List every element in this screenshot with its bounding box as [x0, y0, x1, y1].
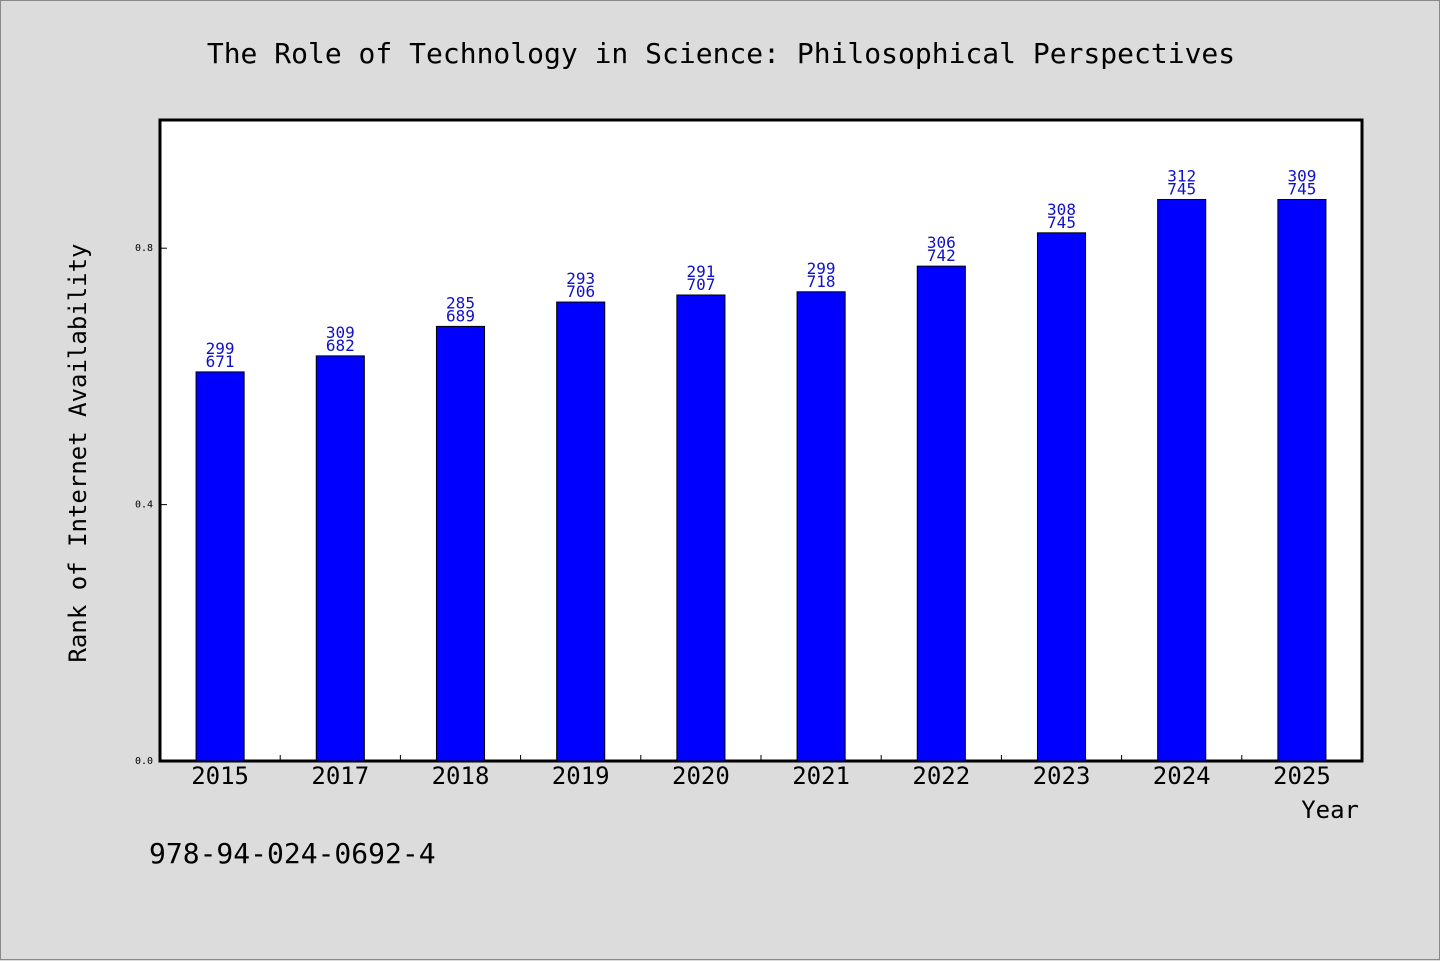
y-tick-label-1: 0.4 — [135, 500, 153, 511]
bar-label-bottom-2018: 689 — [446, 306, 475, 325]
isbn-text: 978-94-024-0692-4 — [149, 837, 436, 870]
bar-2024 — [1157, 198, 1207, 762]
bars-group: 2996713096822856892937062917072997183067… — [195, 166, 1327, 762]
bar-label-bottom-2015: 671 — [206, 352, 235, 371]
x-tick-label-2022: 2022 — [912, 762, 970, 790]
y-axis-ticks: 0.0 0.4 0.8 — [135, 243, 167, 767]
bar-label-bottom-2020: 707 — [686, 275, 715, 294]
y-tick-label-0: 0.0 — [135, 756, 153, 767]
x-tick-label-2021: 2021 — [792, 762, 850, 790]
x-tick-label-2024: 2024 — [1153, 762, 1211, 790]
bar-label-bottom-2023: 745 — [1047, 213, 1076, 232]
bar-label-top-2018: 285 — [446, 293, 475, 312]
bar-label-top-2023: 308 — [1047, 200, 1076, 219]
bar-label-top-2017: 309 — [326, 323, 355, 342]
bar-2020 — [676, 294, 726, 762]
bar-2015 — [195, 371, 245, 762]
y-axis-label: Rank of Internet Availability — [64, 243, 92, 662]
bar-label-top-2024: 312 — [1167, 166, 1196, 185]
bar-label-bottom-2021: 718 — [807, 272, 836, 291]
x-tick-label-2015: 2015 — [191, 762, 249, 790]
bar-label-top-2025: 309 — [1287, 166, 1316, 185]
bar-2017 — [315, 355, 365, 762]
x-tick-label-2023: 2023 — [1033, 762, 1091, 790]
bar-label-bottom-2025: 745 — [1287, 179, 1316, 198]
bar-label-bottom-2022: 742 — [927, 246, 956, 265]
x-tick-label-2020: 2020 — [672, 762, 730, 790]
x-axis-label: Year — [1301, 796, 1359, 824]
bar-label-top-2015: 299 — [206, 339, 235, 358]
bar-2025 — [1277, 198, 1327, 762]
x-tick-label-2019: 2019 — [552, 762, 610, 790]
bar-label-bottom-2024: 745 — [1167, 179, 1196, 198]
bar-2023 — [1036, 232, 1087, 762]
bar-label-top-2022: 306 — [927, 233, 956, 252]
chart-title: The Role of Technology in Science: Philo… — [207, 37, 1235, 70]
bar-label-bottom-2017: 682 — [326, 336, 355, 355]
x-tick-label-2018: 2018 — [432, 762, 490, 790]
bar-label-bottom-2019: 706 — [566, 282, 595, 301]
bar-2021 — [796, 291, 846, 762]
y-tick-label-2: 0.8 — [135, 243, 153, 254]
bar-2019 — [556, 301, 606, 762]
x-axis-ticks: 2015 2017 2018 2019 2020 2021 2022 2023 2024 2025 — [191, 755, 1331, 790]
bar-label-top-2021: 299 — [807, 259, 836, 278]
bar-2018 — [435, 325, 486, 762]
x-tick-label-2025: 2025 — [1273, 762, 1331, 790]
bar-2022 — [916, 265, 966, 762]
x-tick-label-2017: 2017 — [311, 762, 369, 790]
bar-label-top-2020: 291 — [686, 262, 715, 281]
bar-label-top-2019: 293 — [566, 269, 595, 288]
